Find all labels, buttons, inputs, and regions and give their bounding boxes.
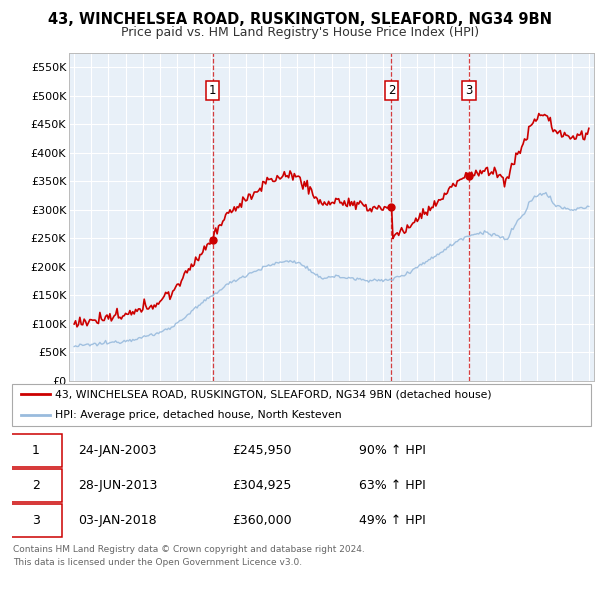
Text: 63% ↑ HPI: 63% ↑ HPI [359, 478, 426, 492]
FancyBboxPatch shape [9, 469, 62, 502]
Text: 43, WINCHELSEA ROAD, RUSKINGTON, SLEAFORD, NG34 9BN (detached house): 43, WINCHELSEA ROAD, RUSKINGTON, SLEAFOR… [55, 389, 492, 399]
Text: 90% ↑ HPI: 90% ↑ HPI [359, 444, 426, 457]
Text: HPI: Average price, detached house, North Kesteven: HPI: Average price, detached house, Nort… [55, 411, 342, 420]
Text: Contains HM Land Registry data © Crown copyright and database right 2024.: Contains HM Land Registry data © Crown c… [13, 545, 365, 554]
FancyBboxPatch shape [12, 384, 591, 426]
Text: £245,950: £245,950 [232, 444, 292, 457]
Text: 28-JUN-2013: 28-JUN-2013 [79, 478, 158, 492]
Text: Price paid vs. HM Land Registry's House Price Index (HPI): Price paid vs. HM Land Registry's House … [121, 26, 479, 39]
Text: 3: 3 [32, 514, 40, 527]
Text: 1: 1 [32, 444, 40, 457]
Text: 2: 2 [388, 84, 395, 97]
Text: 43, WINCHELSEA ROAD, RUSKINGTON, SLEAFORD, NG34 9BN: 43, WINCHELSEA ROAD, RUSKINGTON, SLEAFOR… [48, 12, 552, 27]
FancyBboxPatch shape [9, 504, 62, 536]
Text: 1: 1 [209, 84, 217, 97]
Text: £360,000: £360,000 [232, 514, 292, 527]
FancyBboxPatch shape [9, 434, 62, 467]
Text: 24-JAN-2003: 24-JAN-2003 [79, 444, 157, 457]
Text: 3: 3 [465, 84, 473, 97]
Text: 2: 2 [32, 478, 40, 492]
Text: This data is licensed under the Open Government Licence v3.0.: This data is licensed under the Open Gov… [13, 558, 302, 567]
Text: 49% ↑ HPI: 49% ↑ HPI [359, 514, 426, 527]
Text: 03-JAN-2018: 03-JAN-2018 [79, 514, 157, 527]
Text: £304,925: £304,925 [232, 478, 292, 492]
